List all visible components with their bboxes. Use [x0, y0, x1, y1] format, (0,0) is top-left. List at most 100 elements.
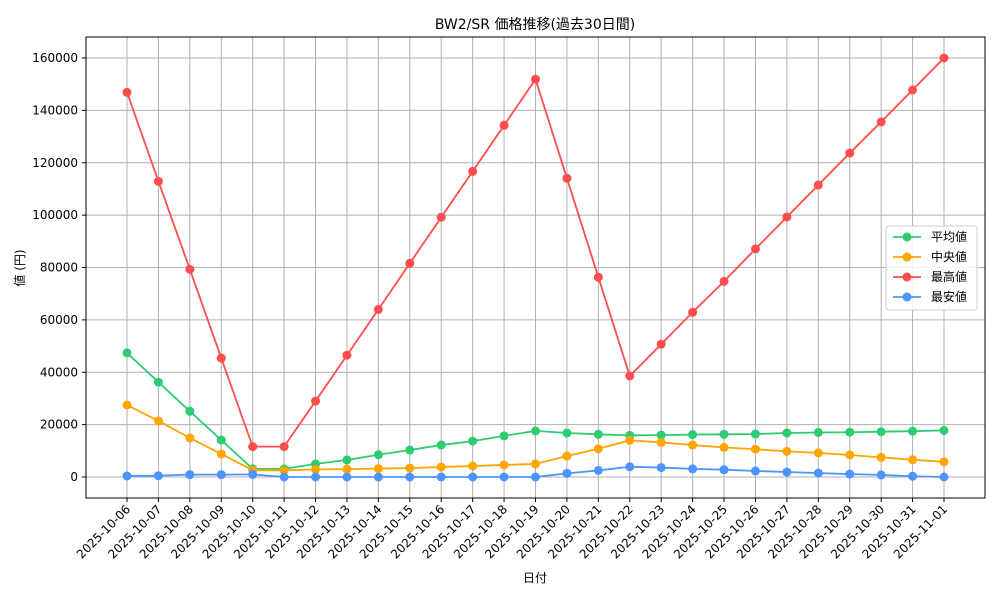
data-point	[750, 244, 760, 254]
data-point	[782, 428, 792, 438]
legend-marker	[902, 272, 912, 282]
data-point	[153, 471, 163, 481]
data-point	[122, 87, 132, 97]
data-point	[562, 173, 572, 183]
data-point	[750, 466, 760, 476]
y-tick-label: 20000	[40, 418, 78, 432]
data-point	[153, 176, 163, 186]
legend-label: 最高値	[931, 269, 967, 284]
data-point	[373, 304, 383, 314]
data-point	[813, 180, 823, 190]
y-tick-label: 100000	[32, 208, 78, 222]
data-point	[719, 442, 729, 452]
grid-lines	[86, 37, 985, 498]
data-point	[719, 429, 729, 439]
legend-marker	[902, 232, 912, 242]
data-point	[436, 212, 446, 222]
data-point	[908, 471, 918, 481]
series-1	[122, 400, 949, 475]
data-point	[813, 427, 823, 437]
data-point	[625, 462, 635, 472]
y-tick-label: 40000	[40, 365, 78, 379]
y-axis: 0 20000 40000 60000 80000 100000 120000 140000 1…	[32, 51, 86, 484]
data-point	[845, 427, 855, 437]
data-point	[468, 436, 478, 446]
data-point	[876, 117, 886, 127]
data-point	[279, 442, 289, 452]
legend-label: 中央値	[931, 249, 967, 264]
data-point	[468, 461, 478, 471]
data-point	[122, 348, 132, 358]
data-point	[876, 470, 886, 480]
legend-label: 平均値	[931, 229, 967, 244]
data-point	[719, 276, 729, 286]
data-point	[248, 469, 258, 479]
y-axis-label: 値 (円)	[12, 249, 27, 286]
data-point	[531, 472, 540, 482]
legend-box	[885, 225, 978, 311]
data-point	[468, 166, 478, 176]
data-point	[656, 463, 666, 473]
data-point	[845, 148, 855, 158]
data-point	[122, 471, 132, 481]
data-point	[876, 452, 886, 462]
chart-title: BW2/SR 価格推移(過去30日間)	[435, 17, 635, 33]
legend-label: 最安値	[931, 289, 967, 304]
data-point	[405, 472, 415, 482]
data-point	[593, 272, 603, 282]
y-tick-label: 120000	[32, 156, 78, 170]
data-point	[279, 465, 289, 475]
data-point	[939, 472, 949, 482]
data-point	[939, 457, 949, 467]
data-point	[216, 353, 226, 363]
data-point	[185, 433, 195, 443]
data-point	[593, 465, 603, 475]
data-point	[153, 416, 163, 426]
data-point	[782, 446, 792, 456]
data-point	[216, 435, 226, 445]
data-point	[845, 450, 855, 460]
data-point	[185, 264, 195, 274]
data-point	[373, 472, 383, 482]
data-point	[405, 258, 415, 268]
y-tick-label: 80000	[40, 261, 78, 275]
data-point	[279, 472, 289, 482]
data-point	[531, 459, 540, 469]
data-point	[373, 464, 383, 474]
data-point	[499, 431, 509, 441]
data-point	[468, 472, 478, 482]
data-point	[908, 85, 918, 95]
data-point	[122, 400, 132, 410]
data-point	[405, 463, 415, 473]
data-point	[342, 464, 352, 474]
data-point	[342, 455, 352, 465]
legend-marker	[902, 252, 912, 262]
data-point	[531, 426, 540, 436]
data-point	[248, 442, 258, 452]
series-3	[122, 462, 949, 482]
data-point	[311, 464, 321, 474]
data-point	[908, 455, 918, 465]
x-axis-label: 日付	[523, 571, 547, 585]
y-tick-label: 160000	[32, 51, 78, 65]
data-point	[593, 429, 603, 439]
y-tick-label: 60000	[40, 313, 78, 327]
y-tick-label: 140000	[32, 103, 78, 117]
data-point	[782, 467, 792, 477]
data-point	[499, 120, 509, 130]
data-point	[342, 472, 352, 482]
data-point	[845, 469, 855, 479]
data-point	[562, 428, 572, 438]
data-point	[750, 429, 760, 439]
data-point	[688, 440, 698, 450]
data-point	[750, 444, 760, 454]
data-point	[625, 371, 635, 381]
data-point	[436, 472, 446, 482]
data-point	[499, 460, 509, 470]
data-point	[436, 462, 446, 472]
data-point	[593, 444, 603, 454]
data-point	[813, 468, 823, 478]
data-point	[656, 339, 666, 349]
